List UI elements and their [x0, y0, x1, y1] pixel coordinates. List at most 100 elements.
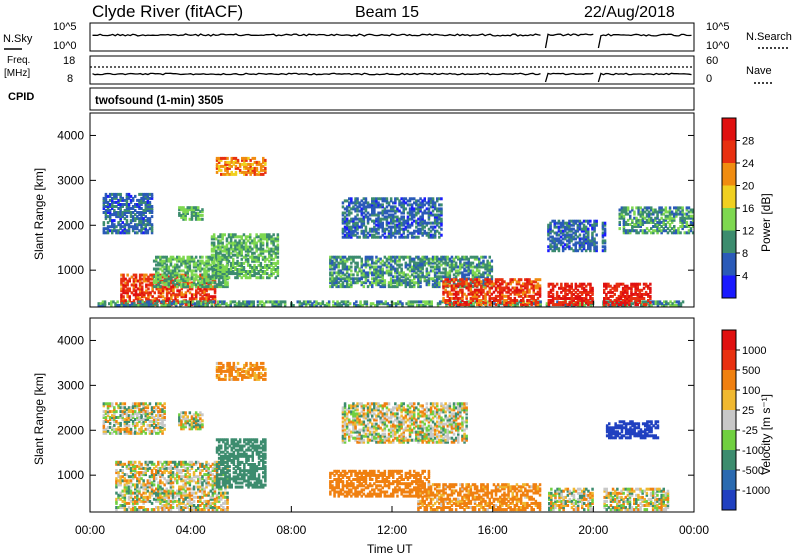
heatmap-cell	[125, 192, 129, 196]
heatmap-cell	[133, 302, 136, 306]
heatmap-cell	[356, 197, 359, 201]
heatmap-cell	[225, 239, 229, 243]
heatmap-cell	[438, 300, 442, 304]
heatmap-cell	[400, 223, 403, 227]
heatmap-cell	[377, 227, 380, 231]
heatmap-cell	[431, 233, 435, 237]
heatmap-cell	[331, 267, 334, 271]
heatmap-cell	[461, 257, 464, 261]
heatmap-cell	[120, 277, 123, 281]
heatmap-cell	[517, 290, 521, 294]
heatmap-cell	[511, 286, 514, 290]
heatmap-cell	[584, 229, 588, 233]
heatmap-cell	[587, 245, 590, 249]
heatmap-cell	[345, 225, 349, 229]
heatmap-cell	[501, 296, 504, 300]
heatmap-cell	[654, 223, 657, 226]
heatmap-cell	[266, 257, 269, 261]
heatmap-cell	[465, 263, 468, 267]
heatmap-cell	[574, 231, 577, 235]
heatmap-cell	[423, 199, 426, 203]
heatmap-cell	[626, 286, 629, 290]
heatmap-cell	[348, 302, 352, 306]
heatmap-cell	[230, 164, 233, 168]
heatmap-cell	[373, 213, 376, 217]
heatmap-cell	[423, 229, 426, 233]
heatmap-cell	[681, 218, 684, 222]
heatmap-cell	[499, 284, 502, 288]
heatmap-cell	[397, 300, 400, 304]
heatmap-cell	[249, 241, 252, 245]
heatmap-cell	[547, 282, 551, 286]
heatmap-cell	[212, 243, 216, 247]
heatmap-cell	[165, 281, 168, 285]
heatmap-cell	[244, 243, 248, 247]
heatmap-cell	[188, 277, 192, 281]
heatmap-cell	[168, 275, 171, 279]
heatmap-cell	[360, 199, 363, 203]
heatmap-cell	[345, 285, 349, 289]
heatmap-cell	[557, 249, 561, 253]
heatmap-cell	[152, 267, 156, 271]
heatmap-cell	[219, 235, 222, 239]
heatmap-cell	[201, 297, 204, 301]
heatmap-cell	[247, 170, 250, 174]
heatmap-cell	[257, 272, 260, 276]
heatmap-cell	[251, 251, 254, 255]
heatmap-cell	[202, 302, 205, 306]
heatmap-cell	[375, 235, 378, 239]
heatmap-cell	[213, 285, 217, 289]
heatmap-cell	[111, 196, 114, 200]
heatmap-cell	[640, 304, 643, 307]
heatmap-cell	[419, 215, 422, 219]
heatmap-cell	[381, 283, 384, 287]
heatmap-cell	[589, 294, 592, 298]
heatmap-cell	[473, 257, 477, 261]
heatmap-cell	[356, 263, 359, 267]
heatmap-cell	[125, 196, 129, 200]
heatmap-cell	[494, 282, 498, 286]
heatmap-cell	[142, 221, 145, 225]
heatmap-cell	[621, 286, 625, 290]
heatmap-cell	[654, 225, 657, 228]
heatmap-cell	[138, 289, 142, 293]
heatmap-cell	[187, 302, 191, 306]
heatmap-cell	[364, 227, 368, 231]
heatmap-cell	[358, 267, 361, 271]
heatmap-cell	[249, 276, 252, 280]
heatmap-cell	[121, 231, 124, 235]
heatmap-cell	[566, 221, 569, 225]
heatmap-cell	[417, 235, 420, 239]
heatmap-cell	[220, 281, 223, 285]
heatmap-cell	[398, 281, 401, 285]
heatmap-cell	[155, 271, 158, 275]
heatmap-cell	[635, 231, 638, 235]
heatmap-cell	[410, 259, 414, 263]
heatmap-cell	[410, 197, 414, 201]
heatmap-cell	[172, 285, 175, 289]
heatmap-cell	[128, 297, 131, 301]
heatmap-cell	[229, 235, 233, 239]
heatmap-cell	[578, 290, 582, 294]
heatmap-cell	[234, 249, 237, 253]
heatmap-cell	[494, 296, 498, 300]
heatmap-cell	[421, 265, 424, 269]
heatmap-cell	[532, 296, 535, 300]
heatmap-cell	[662, 212, 665, 216]
heatmap-cell	[186, 267, 189, 271]
heatmap-cell	[578, 299, 582, 302]
heatmap-cell	[385, 227, 389, 231]
heatmap-cell	[188, 297, 192, 301]
heatmap-cell	[155, 275, 158, 279]
heatmap-cell	[348, 275, 351, 279]
heatmap-cell	[578, 282, 582, 286]
heatmap-cell	[471, 271, 475, 275]
heatmap-cell	[141, 291, 144, 295]
heatmap-cell	[309, 300, 312, 304]
heatmap-cell	[553, 284, 557, 288]
heatmap-cell	[685, 212, 689, 216]
heatmap-cell	[398, 263, 401, 267]
heatmap-cell	[106, 205, 110, 208]
heatmap-cell	[101, 302, 105, 306]
heatmap-cell	[281, 300, 285, 304]
